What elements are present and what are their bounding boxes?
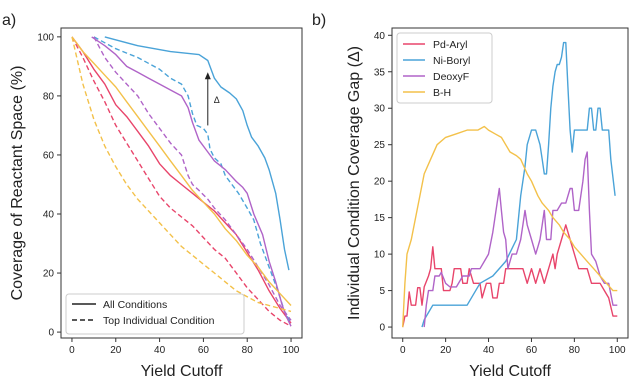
- panel-a-chart: 0 20 40 60 80 100 0 20 40 60 80 100 Yield Cutoff Cove…: [2, 12, 303, 380]
- p1-y-tick-label: 0: [379, 323, 385, 334]
- p0-y-tick-label: 100: [37, 32, 54, 43]
- p0-legend-label: All Conditions: [103, 299, 167, 311]
- p1-x-tick-label: 0: [400, 345, 406, 356]
- p1-y-axis-label: Individual Condition Coverage Gap (Δ): [346, 46, 363, 320]
- p0-series-solid-6: [71, 36, 292, 306]
- p0-y-tick-label: 0: [48, 328, 54, 339]
- p1-y-tick-label: 35: [374, 67, 386, 78]
- p1-y-tick-label: 10: [374, 250, 386, 261]
- p1-x-tick-label: 100: [609, 345, 626, 356]
- p0-x-axis-label: Yield Cutoff: [141, 363, 223, 380]
- p0-y-tick-label: 60: [43, 150, 55, 161]
- p0-y-tick-label: 80: [43, 91, 55, 102]
- p1-y-tick-label: 20: [374, 177, 386, 188]
- p1-y-tick-label: 15: [374, 213, 386, 224]
- p0-x-tick-label: 40: [154, 345, 166, 356]
- p0-series-dashed-3: [93, 36, 292, 324]
- p1-x-tick-label: 60: [526, 345, 538, 356]
- p1-legend-label: B-H: [433, 87, 451, 99]
- p1-series-ni-boryl: [421, 41, 616, 328]
- p0-x-tick-label: 0: [69, 345, 75, 356]
- p0-x-tick-label: 100: [283, 345, 300, 356]
- p0-series-dashed-1: [71, 36, 292, 327]
- p1-x-tick-label: 20: [440, 345, 452, 356]
- p0-panel-letter: a): [2, 12, 16, 29]
- p0-legend-box: [65, 293, 245, 335]
- p1-y-tick-label: 40: [374, 31, 386, 42]
- p1-y-tick-label: 5: [379, 286, 385, 297]
- p1-legend-label: DeoxyF: [433, 71, 469, 83]
- p1-legend-label: Ni-Boryl: [433, 55, 470, 67]
- p0-plot-frame: [60, 27, 303, 339]
- p0-y-tick-label: 40: [43, 210, 55, 221]
- p1-series-b-h: [402, 125, 618, 328]
- p1-x-tick-label: 80: [569, 345, 581, 356]
- p0-y-axis-label: Coverage of Reactant Space (%): [9, 66, 26, 301]
- p0-annotation-delta-label: Δ: [214, 95, 220, 105]
- panel-b-chart: 0 20 40 60 80 100 0 5 10 15 20 25 30 35 40 Yield Cutoff…: [312, 12, 629, 380]
- p1-legend-box: [396, 32, 493, 104]
- p1-x-axis-label: Yield Cutoff: [469, 363, 551, 380]
- p0-legend-label: Top Individual Condition: [103, 315, 215, 327]
- p0-y-tick-label: 20: [43, 269, 55, 280]
- p1-series-deoxyf: [423, 151, 618, 328]
- p1-legend-label: Pd-Aryl: [433, 39, 467, 51]
- p1-panel-letter: b): [312, 12, 326, 29]
- p0-annotation-arrow-head: [204, 72, 211, 80]
- p1-y-tick-label: 30: [374, 104, 386, 115]
- p1-y-tick-label: 25: [374, 140, 386, 151]
- p0-x-tick-label: 80: [242, 345, 254, 356]
- p1-plot-frame: [391, 27, 629, 339]
- p0-series-solid-0: [71, 36, 292, 324]
- p0-series-dashed-5: [93, 36, 292, 321]
- p0-series-solid-2: [104, 36, 290, 271]
- p0-series-solid-4: [91, 36, 292, 327]
- p0-x-tick-label: 20: [110, 345, 122, 356]
- p0-x-tick-label: 60: [198, 345, 210, 356]
- p0-series-dashed-7: [71, 36, 292, 313]
- p1-x-tick-label: 40: [483, 345, 495, 356]
- p1-series-pd-aryl: [402, 224, 618, 328]
